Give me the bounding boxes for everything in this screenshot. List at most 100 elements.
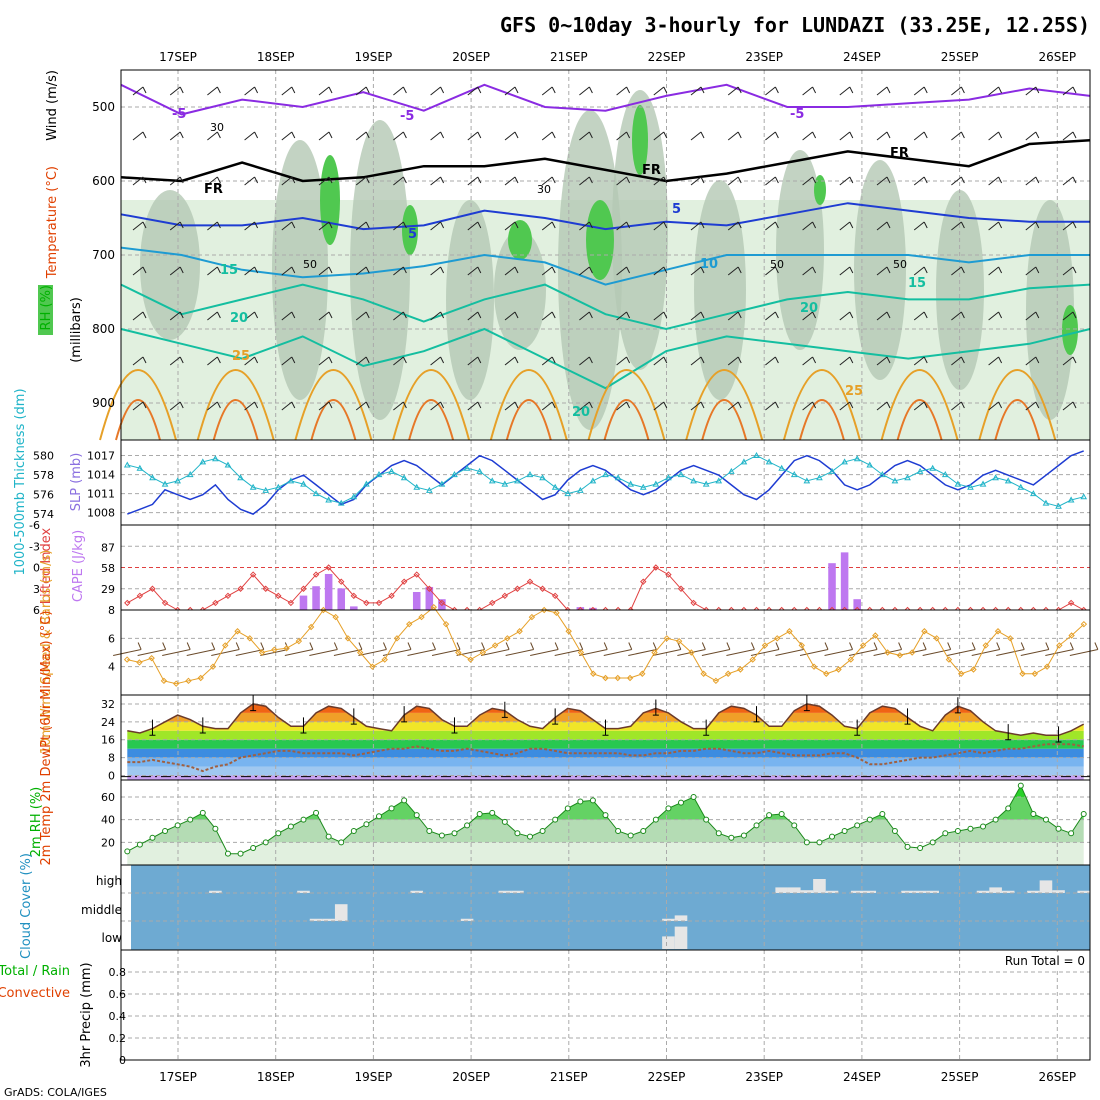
wind-barb	[430, 176, 445, 186]
rh-marker	[501, 818, 508, 825]
wind-barb	[579, 356, 593, 366]
wind-barb	[690, 356, 705, 366]
wind-speed-marker	[798, 642, 805, 649]
wind-speed-marker	[197, 674, 204, 682]
wind-barb	[162, 642, 191, 656]
date-tick-top: 18SEP	[257, 50, 295, 64]
rh-tick-label: 40	[101, 814, 115, 827]
wind-barb	[1025, 221, 1040, 231]
wind-barb	[839, 86, 854, 96]
slp-marker	[929, 464, 937, 471]
wind-barb	[701, 642, 731, 656]
wind-barb	[407, 642, 436, 656]
lifted-index-marker	[363, 599, 370, 607]
lifted-index-marker	[640, 578, 647, 585]
wind-barb	[541, 86, 556, 96]
isotherm-plus30	[798, 399, 845, 441]
wind-barb	[988, 86, 1003, 96]
isotherm-plus30	[310, 399, 357, 441]
rh-marker	[803, 839, 810, 846]
wind-barb	[1025, 266, 1040, 276]
rh-marker	[426, 828, 433, 834]
slp-marker	[249, 483, 257, 490]
wind-barb	[504, 221, 519, 231]
rh-marker	[866, 816, 873, 823]
wind-barb	[505, 642, 535, 656]
temp-tick-label: 16	[101, 734, 115, 747]
slp-marker	[979, 480, 987, 487]
cape-bar	[853, 599, 861, 610]
wind-barb	[132, 86, 147, 96]
lifted-index-marker	[136, 592, 144, 600]
wind-barb	[504, 356, 519, 366]
slp-marker	[778, 464, 786, 471]
pressure-tick-label: 600	[92, 174, 115, 188]
rh-contour-label: 50	[770, 258, 784, 271]
wind-barb	[169, 266, 184, 276]
rh-2m-panel: 20 40 60 2m RH (%)	[29, 779, 1091, 866]
wind-barb	[922, 642, 952, 656]
y-axis-label-part: 3hr Precip (mm)	[79, 962, 94, 1067]
wind-barb	[211, 642, 240, 656]
rh-marker	[275, 830, 282, 837]
rh-marker	[703, 816, 710, 823]
minmax-whisker	[350, 708, 357, 725]
wind-barb	[579, 86, 593, 96]
wind-barb	[430, 311, 445, 321]
wind-barb	[281, 356, 296, 366]
wind-barb	[913, 131, 928, 141]
wind-barb	[504, 401, 519, 411]
rh-marker	[438, 832, 445, 839]
slp-marker	[526, 471, 534, 478]
cloud-bar	[498, 890, 512, 893]
run-total-label: Run Total = 0	[1005, 954, 1085, 968]
y-axis-label-part: Convective	[0, 986, 70, 1001]
minmax-whisker	[602, 719, 609, 736]
rh-marker	[615, 828, 622, 834]
wind-speed-marker	[320, 606, 327, 614]
rh-marker	[917, 845, 924, 851]
lifted-index-marker	[388, 592, 395, 600]
wind-barb	[1045, 642, 1074, 656]
wind-barb	[235, 642, 265, 656]
wind-barb	[988, 356, 1003, 366]
wind-barb	[393, 86, 407, 96]
wind-barb	[988, 131, 1003, 141]
cape-bar	[576, 607, 585, 610]
wind-barb	[281, 131, 296, 141]
wind-speed-marker	[786, 628, 793, 635]
wind-barb	[765, 401, 779, 411]
wind-speed-marker	[921, 628, 928, 635]
wind-barb	[988, 401, 1003, 411]
lifted-index-marker	[690, 599, 697, 607]
wind-barb	[765, 86, 779, 96]
wind-barb	[727, 176, 742, 186]
slp-marker	[337, 499, 345, 506]
minmax-whisker	[451, 717, 458, 734]
wind-speed-marker	[945, 656, 953, 663]
wind-speed-marker	[737, 666, 744, 673]
wind-speed-marker	[823, 670, 830, 677]
rh-shading-green	[320, 155, 340, 245]
rh-shading-dark	[140, 190, 200, 340]
wind-barb	[393, 221, 407, 231]
wind-barb	[504, 131, 519, 141]
slp-marker	[501, 480, 509, 487]
wind-speed-marker	[148, 654, 155, 662]
wind-speed-marker	[602, 674, 609, 682]
slp-marker	[627, 480, 635, 487]
wind-speed-marker	[1007, 635, 1014, 642]
wind-barb	[653, 401, 668, 411]
lifted-index-marker	[413, 571, 420, 578]
wind-barb	[1069, 642, 1099, 656]
slp-marker	[967, 483, 974, 490]
precip-tick-label: 0.6	[109, 988, 127, 1001]
cape-bar	[438, 599, 446, 610]
wind-speed-marker	[749, 656, 756, 663]
slp-marker	[325, 496, 332, 503]
wind-speed-marker	[859, 642, 867, 649]
isotherm-plus25	[489, 369, 568, 441]
wind-speed-marker	[761, 642, 769, 649]
lifted-index-marker	[489, 599, 496, 607]
wind-barb	[876, 311, 891, 321]
